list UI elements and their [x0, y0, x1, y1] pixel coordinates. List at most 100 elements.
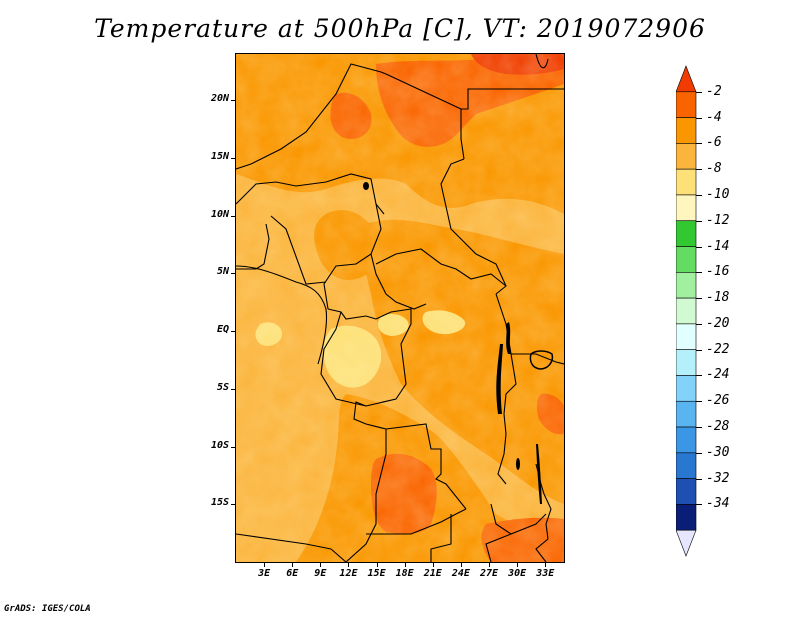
x-tick-mark	[264, 562, 266, 567]
y-tick-label: 15S	[210, 497, 229, 509]
x-tick-label: 30E	[508, 568, 527, 579]
colorbar-label: -32	[706, 470, 730, 486]
colorbar-tick	[696, 272, 702, 274]
colorbar-label: -22	[706, 341, 730, 357]
colorbar-tick	[696, 220, 702, 222]
colorbar-swatch	[675, 168, 697, 196]
colorbar-swatch	[675, 246, 697, 273]
x-tick-label: 21E	[423, 568, 442, 579]
colorbar-swatch	[675, 504, 697, 531]
y-tick-label: 5N	[216, 266, 229, 278]
x-tick-mark	[460, 562, 462, 567]
x-tick-label: 6E	[286, 568, 299, 579]
y-tick-mark	[231, 273, 236, 275]
colorbar-swatch	[675, 194, 697, 222]
x-tick-label: 18E	[395, 568, 414, 579]
colorbar-label: -4	[706, 109, 722, 125]
x-tick-label: 24E	[451, 568, 470, 579]
colorbar-swatch	[675, 65, 697, 93]
colorbar-swatch	[675, 117, 697, 144]
colorbar-tick	[696, 478, 702, 480]
y-tick-mark	[231, 100, 236, 102]
colorbar-swatch	[675, 143, 697, 170]
footer-credit: GrADS: IGES/COLA	[4, 604, 91, 614]
colorbar-tick	[696, 117, 702, 119]
x-tick-mark	[292, 562, 294, 567]
colorbar-swatch	[675, 426, 697, 454]
x-tick-label: 3E	[258, 568, 271, 579]
x-tick-label: 9E	[314, 568, 327, 579]
colorbar-label: -8	[706, 161, 722, 177]
colorbar-swatch	[675, 91, 697, 118]
colorbar-label: -26	[706, 393, 730, 409]
y-tick-mark	[231, 446, 236, 448]
x-tick-label: 15E	[367, 568, 386, 579]
x-tick-mark	[432, 562, 434, 567]
y-tick-label: 10S	[210, 439, 229, 451]
colorbar-tick	[696, 298, 702, 300]
map-title: Temperature at 500hPa [C], VT: 201907290…	[94, 14, 706, 43]
colorbar-swatch	[675, 220, 697, 247]
colorbar-label: -14	[706, 238, 730, 254]
colorbar-tick	[696, 91, 702, 93]
x-tick-mark	[320, 562, 322, 567]
colorbar-swatch	[675, 297, 697, 325]
y-tick-label: 20N	[210, 93, 229, 105]
colorbar-tick	[696, 246, 702, 248]
colorbar-tick	[696, 375, 702, 377]
colorbar-label: -16	[706, 264, 730, 280]
colorbar-tick	[696, 169, 702, 171]
y-tick-label: 15N	[210, 150, 229, 162]
colorbar-label: -2	[706, 83, 722, 99]
lakes	[363, 182, 554, 504]
colorbar-swatch	[675, 478, 697, 505]
colorbar-tick	[696, 504, 702, 506]
y-tick-label: 10N	[210, 208, 229, 220]
map-frame	[235, 53, 565, 563]
y-tick-mark	[231, 215, 236, 217]
y-tick-mark	[231, 388, 236, 390]
colorbar-label: -6	[706, 135, 722, 151]
x-tick-mark	[404, 562, 406, 567]
x-tick-mark	[545, 562, 547, 567]
field-texture	[236, 54, 564, 562]
y-tick-mark	[231, 157, 236, 159]
colorbar-tick	[696, 194, 702, 196]
colorbar-swatch	[675, 323, 697, 350]
colorbar-swatch	[675, 529, 697, 557]
colorbar-svg	[675, 65, 697, 557]
coastlines	[236, 54, 549, 365]
colorbar-tick	[696, 452, 702, 454]
colorbar-swatch	[675, 452, 697, 479]
colorbar-label: -10	[706, 186, 730, 202]
colorbar-swatch	[675, 400, 697, 428]
colorbar-swatch	[675, 349, 697, 376]
colorbar-label: -30	[706, 444, 730, 460]
y-tick-mark	[231, 504, 236, 506]
colorbar-label: -28	[706, 419, 730, 435]
colorbar-swatch	[675, 375, 697, 402]
colorbar-label: -18	[706, 290, 730, 306]
x-tick-label: 12E	[339, 568, 358, 579]
x-tick-mark	[376, 562, 378, 567]
colorbar-tick	[696, 143, 702, 145]
colorbar-label: -24	[706, 367, 730, 383]
colorbar-tick	[696, 401, 702, 403]
x-tick-mark	[489, 562, 491, 567]
colorbar-label: -34	[706, 496, 730, 512]
colorbar-tick	[696, 427, 702, 429]
x-tick-mark	[348, 562, 350, 567]
y-tick-label: 5S	[216, 381, 229, 393]
y-tick-label: EQ	[216, 324, 229, 336]
colorbar	[675, 62, 697, 557]
colorbar-tick	[696, 323, 702, 325]
colorbar-label: -12	[706, 212, 730, 228]
x-tick-mark	[517, 562, 519, 567]
map-canvas	[236, 54, 564, 562]
colorbar-tick	[696, 349, 702, 351]
x-tick-label: 27E	[479, 568, 499, 579]
y-tick-mark	[231, 331, 236, 333]
colorbar-swatch	[675, 272, 697, 299]
temperature-map	[236, 54, 564, 562]
colorbar-label: -20	[706, 315, 730, 331]
